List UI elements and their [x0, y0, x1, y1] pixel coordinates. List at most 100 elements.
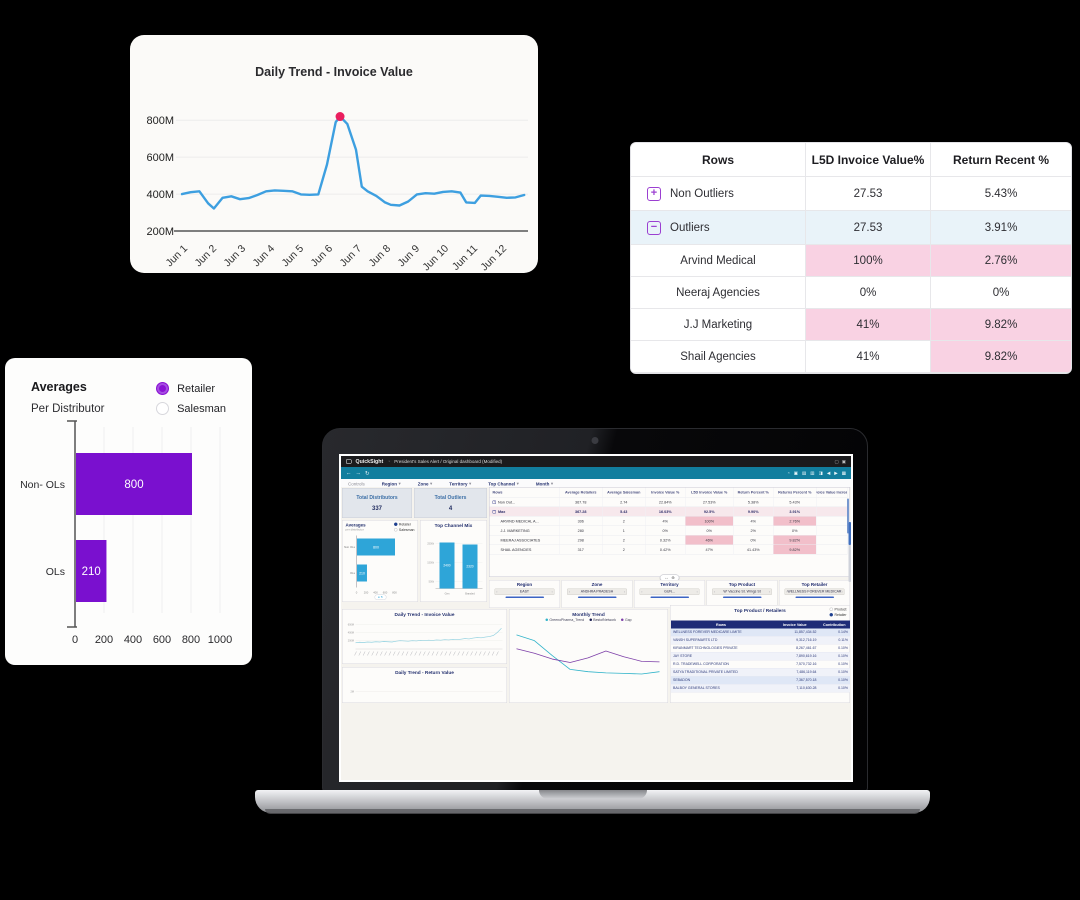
arrow-right-icon[interactable]: › — [841, 590, 843, 594]
window-icons: ▢ ▣ — [834, 459, 846, 465]
export-icon[interactable]: ▩ — [841, 470, 846, 476]
table-scrollbar[interactable] — [847, 498, 849, 534]
arrow-right-icon[interactable]: › — [769, 590, 771, 594]
band-value-pill[interactable]: ‹ EAST › — [494, 588, 555, 595]
svg-text:200M: 200M — [348, 640, 354, 643]
filter-region[interactable]: Region ▾ — [382, 481, 401, 487]
x-tick-label: Jun 3 — [221, 243, 248, 270]
legend-item[interactable]: GreenoPharma_Trend — [545, 618, 584, 622]
expand-icon[interactable]: + — [647, 186, 661, 201]
filter-top-channel[interactable]: Top Channel ▾ — [488, 481, 519, 487]
clock-icon[interactable]: ◔ — [787, 470, 790, 476]
dashboard-scrollbar[interactable] — [848, 522, 851, 582]
quicksight-toolbar: ← → ↻ ◔ ▣ ▤ ▥ ◨ ◀ ▶ ▩ — [341, 467, 851, 479]
next-icon[interactable]: ▶ — [834, 470, 838, 476]
band-value-pill[interactable]: ‹WELLNESS FOREVER MEDICARE LIMITED (...› — [784, 588, 845, 595]
radio-icon[interactable] — [156, 382, 170, 395]
arrow-left-icon[interactable]: ‹ — [786, 590, 788, 594]
top-product-radio-group[interactable]: Product Retailer — [829, 607, 847, 617]
svg-text:500k: 500k — [429, 581, 435, 584]
row-label: J.J Marketing — [683, 318, 753, 331]
band-value-pill[interactable]: ‹ GUN... › — [639, 588, 700, 595]
column-header: Rows — [715, 622, 726, 627]
svg-text:2400: 2400 — [443, 564, 450, 568]
x-tick-label: Jun 5 — [279, 243, 306, 270]
filter-zone[interactable]: Zone ▾ — [418, 481, 433, 487]
legend-item[interactable]: Gap — [621, 618, 632, 622]
radio-icon[interactable] — [829, 613, 833, 617]
arrow-right-icon[interactable]: › — [696, 590, 698, 594]
table-cell: 3.91% — [931, 211, 1071, 245]
forward-icon[interactable]: → — [355, 470, 362, 476]
band-scrollbar[interactable] — [722, 596, 762, 598]
bookmark-icon[interactable]: ▣ — [793, 470, 799, 476]
radio-option-salesman[interactable]: Salesman — [156, 402, 226, 415]
svg-text:400M: 400M — [348, 632, 354, 635]
plus-icon[interactable]: ⊕ — [671, 575, 675, 581]
retailer-name: SATYA TRADITIONAL PRIVATE LIMITED — [671, 668, 771, 677]
band-value-pill[interactable]: ‹ W' Vaccine St. Wings St › — [711, 588, 773, 595]
radio-icon[interactable] — [156, 402, 170, 415]
band-scrollbar[interactable] — [505, 596, 544, 598]
table-cell: 0.42% — [645, 545, 686, 555]
refresh-icon[interactable]: ↻ — [365, 470, 370, 477]
filter-month[interactable]: Month ▾ — [536, 481, 553, 487]
table-cell — [816, 545, 848, 555]
filter-label: Territory — [449, 481, 468, 487]
close-icon[interactable]: ▣ — [841, 458, 846, 464]
mini-radio-group[interactable]: Retailer Salesman — [393, 522, 415, 532]
column-header: Invoice Value Increase — [816, 487, 848, 498]
filter-territory[interactable]: Territory ▾ — [449, 481, 471, 487]
radio-option[interactable]: Salesman — [393, 528, 415, 532]
radio-option[interactable]: Retailer — [393, 522, 415, 527]
radio-icon[interactable] — [393, 528, 398, 532]
radio-icon[interactable] — [393, 522, 398, 526]
table-cell: 306 — [559, 516, 603, 526]
column-header: Invoice Value — [782, 622, 807, 627]
radio-option[interactable]: Retailer — [829, 613, 847, 617]
column-header: Invoice Value % — [645, 487, 686, 498]
arrow-right-icon[interactable]: › — [624, 590, 626, 594]
band-value-pill[interactable]: ‹ ANDHRA PRADESH › — [566, 588, 628, 595]
arrow-left-icon[interactable]: ‹ — [568, 590, 570, 594]
expand-icon[interactable]: + — [492, 500, 496, 504]
invoice-value: 7,486,119.64 — [771, 668, 819, 677]
band-scrollbar[interactable] — [577, 596, 617, 598]
table-row: SEBADON 7,367,570.18 0.10% — [671, 676, 850, 685]
arrow-left-icon[interactable]: ‹ — [496, 590, 498, 594]
print-icon[interactable]: ▥ — [810, 470, 815, 476]
band-value: WELLNESS FOREVER MEDICARE LIMITED (... — [787, 590, 842, 594]
band-scrollbar[interactable] — [650, 596, 689, 598]
filter-label: Zone — [417, 481, 429, 487]
table-cell: 100% — [685, 516, 734, 526]
column-header: Rows — [489, 487, 560, 498]
band-scrollbar[interactable] — [795, 596, 834, 598]
table-cell: 5.38% — [733, 497, 774, 507]
radio-option-retailer[interactable]: Retailer — [156, 382, 226, 395]
arrow-left-icon[interactable]: ‹ — [641, 590, 643, 594]
retailer-name: R.D. TRADEWELL CORPORATION — [671, 661, 771, 669]
radio-icon[interactable] — [829, 607, 833, 611]
collapse-icon[interactable]: − — [647, 220, 661, 235]
arrow-right-icon[interactable]: › — [551, 590, 553, 594]
arrow-left-icon[interactable]: ‹ — [713, 590, 715, 594]
radio-option[interactable]: Product — [829, 607, 847, 612]
table-cell: 41% — [806, 341, 931, 373]
prev-icon[interactable]: ◀ — [826, 470, 831, 476]
legend-item[interactable]: BestofNetwork — [589, 618, 616, 622]
back-icon[interactable]: ← — [346, 470, 352, 476]
svg-text:Non OLs: Non OLs — [344, 545, 355, 549]
x-tick-label: Jun 8 — [366, 243, 393, 270]
layout-icon[interactable]: ▤ — [802, 470, 807, 476]
table-row-label: J.J Marketing — [631, 309, 806, 341]
radio-label: Retailer — [177, 382, 215, 395]
row-label: Neeraj Agencies — [676, 286, 760, 299]
monthly-trend-panel: Monthly Trend GreenoPharma_Trend BestofNet… — [509, 609, 668, 703]
share-icon[interactable]: ◨ — [818, 470, 823, 476]
square-icon[interactable]: ▢ — [834, 458, 839, 464]
collapse-icon[interactable]: − — [492, 509, 496, 514]
expand-icon[interactable]: ↔ — [664, 575, 669, 581]
mini-legend-pill[interactable]: ● ↻ — [374, 594, 387, 600]
